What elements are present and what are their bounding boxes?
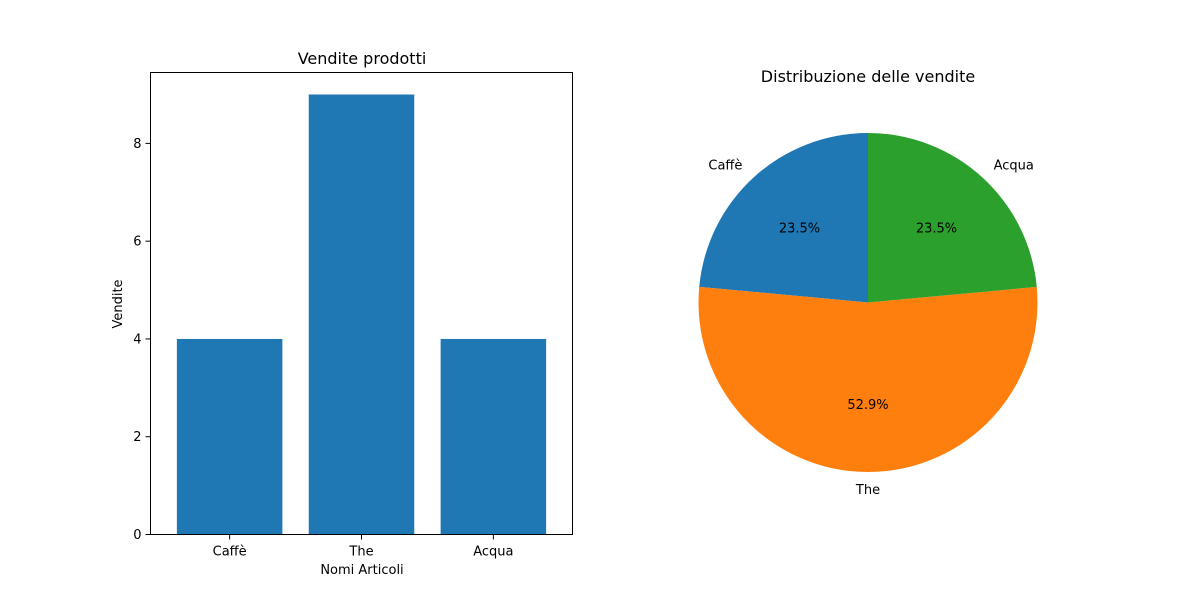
pie-marks <box>698 133 1038 472</box>
y-tick-label: 2 <box>133 430 141 445</box>
pie-percent-label: 52.9% <box>847 398 888 413</box>
y-tick-label: 4 <box>133 332 141 347</box>
y-axis-ticks: 0 2 4 6 8 <box>133 137 151 543</box>
pie-chart: Distribuzione delle vendite Caffè 23.5% Th… <box>698 67 1038 498</box>
pie-slice <box>698 286 1038 472</box>
y-axis-label: Vendite <box>111 279 126 328</box>
pie-category-label: Acqua <box>994 159 1034 174</box>
x-axis-label: Nomi Articoli <box>320 563 403 578</box>
bar-chart-title: Vendite prodotti <box>298 49 427 68</box>
bar-marks <box>176 94 547 535</box>
x-tick-label: The <box>348 545 373 560</box>
x-axis-ticks: Caffè The Acqua <box>213 534 514 560</box>
pie-category-label: The <box>855 483 880 498</box>
pie-percent-label: 23.5% <box>916 221 957 236</box>
bar-chart: Vendite prodotti 0 2 4 6 8 Caffè The Acqua Nom… <box>111 49 573 578</box>
x-tick-label: Caffè <box>213 545 247 560</box>
bar <box>308 94 415 535</box>
bar <box>440 338 547 535</box>
bar-plot-frame <box>150 72 573 535</box>
pie-labels: Caffè 23.5% The 52.9% Acqua 23.5% <box>708 159 1034 498</box>
y-tick-label: 0 <box>133 528 141 543</box>
bar <box>176 338 283 535</box>
pie-percent-label: 23.5% <box>779 221 820 236</box>
pie-slice <box>868 133 1037 303</box>
x-tick-label: Acqua <box>473 545 513 560</box>
pie-slice <box>699 133 868 303</box>
pie-category-label: Caffè <box>708 159 742 174</box>
pie-chart-title: Distribuzione delle vendite <box>761 67 975 86</box>
y-tick-label: 8 <box>133 137 141 152</box>
y-tick-label: 6 <box>133 235 141 250</box>
